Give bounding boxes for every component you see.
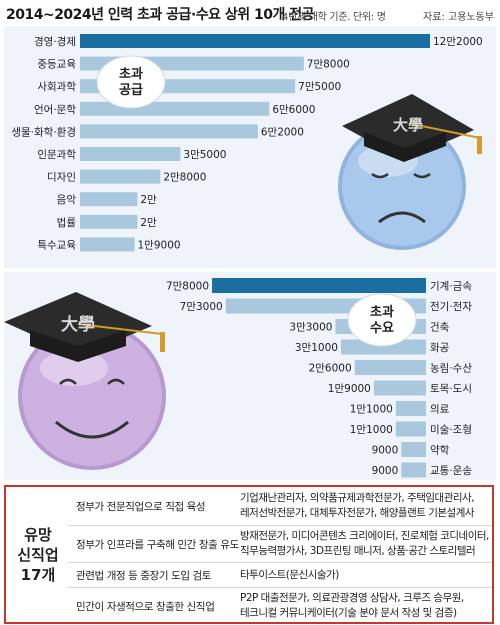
supply-badge-label: 초과 공급 bbox=[119, 67, 143, 98]
source-note: 자료: 고용노동부 bbox=[423, 12, 494, 23]
demand-category-label: 약학 bbox=[430, 445, 450, 457]
jobs-list-line: 방재전문가, 미디어콘텐츠 크리에이터, 진로체험 코디네이터, bbox=[240, 530, 489, 542]
sad-cap-text: 大學 bbox=[393, 116, 423, 134]
supply-bar bbox=[80, 124, 258, 139]
jobs-list: 방재전문가, 미디어콘텐츠 크리에이터, 진로체험 코디네이터, 직무능력평가사,… bbox=[240, 527, 492, 561]
demand-value-label: 1만1000 bbox=[350, 424, 393, 436]
supply-value-label: 7만8000 bbox=[307, 59, 350, 71]
supply-bar bbox=[80, 169, 161, 184]
supply-bar bbox=[80, 214, 138, 229]
jobs-policy: 관련법 개정 등 중장기 도입 검토 bbox=[76, 569, 212, 582]
supply-value-label: 6만6000 bbox=[272, 104, 315, 116]
supply-value-label: 2만 bbox=[140, 194, 157, 206]
supply-category-label: 인문과학 bbox=[37, 149, 76, 161]
chart-subtitle: 4년제 대학 기준. 단위: 명 bbox=[282, 12, 386, 23]
demand-panel: 大學 7만8000 기계·금속 7만3000 전기·전자 3만3000 건축 3만1000 화… bbox=[4, 272, 496, 480]
demand-bar bbox=[401, 442, 426, 457]
happy-face-illustration: 大學 bbox=[4, 292, 166, 470]
supply-value-label: 3만5000 bbox=[183, 149, 226, 161]
supply-category-label: 디자인 bbox=[47, 172, 76, 184]
jobs-grid: 정부가 전문직업으로 직접 육성 기업재난관리자, 의약품규제과학전문가, 주택임… bbox=[68, 487, 492, 624]
jobs-list-line: 기업재난관리자, 의약품규제과학전문가, 주택임대관리사, bbox=[240, 492, 475, 504]
supply-category-label: 경영·경제 bbox=[34, 35, 76, 48]
supply-category-label: 언어·문학 bbox=[34, 104, 76, 116]
demand-bar bbox=[340, 339, 426, 355]
supply-category-label: 생물·화학·환경 bbox=[11, 125, 76, 138]
supply-category-label: 음악 bbox=[57, 194, 77, 206]
jobs-policy: 정부가 전문직업으로 직접 육성 bbox=[76, 500, 206, 513]
demand-category-label: 교통·운송 bbox=[430, 465, 472, 477]
happy-cap-text: 大學 bbox=[61, 314, 95, 335]
demand-badge: 초과 수요 bbox=[347, 293, 417, 347]
demand-bar bbox=[354, 360, 426, 375]
jobs-list: 기업재난관리자, 의약품규제과학전문가, 주택임대관리사, 레저선박전문가, 대체… bbox=[240, 489, 492, 523]
supply-category-label: 중등교육 bbox=[37, 59, 76, 71]
jobs-label: 유망 신직업 17개 bbox=[17, 525, 59, 584]
demand-category-label: 기계·금속 bbox=[430, 281, 472, 293]
demand-value-label: 1만9000 bbox=[328, 383, 371, 395]
supply-category-label: 특수교육 bbox=[37, 239, 76, 251]
demand-category-label: 전기·전자 bbox=[430, 301, 472, 313]
promising-jobs-table: 유망 신직업 17개 정부가 전문직업으로 직접 육성 기업재난관리자, 의약품규… bbox=[4, 485, 494, 624]
jobs-list-line: 직무능력평가사, 3D프린팅 매니저, 상품·공간 스토리텔러 bbox=[240, 545, 476, 557]
supply-value-label: 6만2000 bbox=[261, 126, 304, 138]
demand-value-label: 7만3000 bbox=[180, 301, 223, 313]
jobs-policy: 정부가 인프라를 구축해 민간 창출 유도 bbox=[76, 538, 239, 551]
demand-value-label: 3만3000 bbox=[289, 322, 332, 334]
demand-bar bbox=[395, 421, 426, 437]
jobs-row: 관련법 개정 등 중장기 도입 검토 타투이스트(문신시술가) bbox=[68, 563, 492, 588]
sad-face-illustration: 大學 bbox=[338, 94, 482, 250]
supply-bar bbox=[80, 101, 270, 116]
demand-bar bbox=[401, 462, 426, 478]
jobs-row: 민간이 자생적으로 창출한 신직업 P2P 대출전문가, 의료관광경영 상담사, … bbox=[68, 588, 492, 624]
supply-value-label: 1만9000 bbox=[138, 239, 181, 251]
supply-category-label: 법률 bbox=[57, 217, 77, 229]
demand-bar bbox=[395, 401, 426, 416]
demand-category-label: 의료 bbox=[430, 404, 450, 416]
supply-chart: 大學 경영·경제 12만2000 중등교육 7만8000 사회과학 7만5000 언어·문학… bbox=[11, 34, 483, 252]
jobs-list-line: P2P 대출전문가, 의료관광경영 상담사, 크루즈 승무원, bbox=[240, 592, 464, 604]
supply-value-label: 7만5000 bbox=[298, 81, 341, 93]
supply-panel: 大學 경영·경제 12만2000 중등교육 7만8000 사회과학 7만5000 언어·문학… bbox=[4, 26, 496, 268]
demand-value-label: 7만8000 bbox=[166, 281, 209, 293]
supply-category-label: 사회과학 bbox=[37, 81, 76, 93]
supply-bar bbox=[80, 147, 181, 161]
jobs-list-line: 테크니컬 커뮤니케이터(기술 분야 문서 작성 및 검증) bbox=[240, 607, 457, 619]
demand-value-label: 1만1000 bbox=[350, 404, 393, 416]
demand-category-label: 미술·조형 bbox=[430, 424, 472, 436]
supply-bar bbox=[80, 237, 135, 252]
demand-value-label: 2만6000 bbox=[309, 363, 352, 375]
demand-value-label: 9000 bbox=[372, 465, 399, 477]
demand-chart: 大學 7만8000 기계·금속 7만3000 전기·전자 3만3000 건축 3만1000 화… bbox=[4, 278, 472, 478]
demand-value-label: 3만1000 bbox=[295, 342, 338, 354]
supply-value-label: 2만 bbox=[140, 217, 157, 229]
jobs-list: 타투이스트(문신시술가) bbox=[240, 566, 492, 585]
chart-title: 2014~2024년 인력 초과 공급·수요 상위 10개 전공 bbox=[6, 7, 315, 23]
demand-category-label: 토목·도시 bbox=[430, 383, 472, 395]
jobs-policy: 민간이 자생적으로 창출한 신직업 bbox=[76, 600, 215, 613]
supply-value-label: 2만8000 bbox=[163, 172, 206, 184]
supply-bar bbox=[80, 34, 430, 48]
supply-value-label: 12만2000 bbox=[433, 36, 483, 48]
demand-bar bbox=[212, 278, 426, 293]
jobs-list-line: 타투이스트(문신시술가) bbox=[240, 568, 339, 581]
demand-category-label: 건축 bbox=[430, 322, 450, 334]
jobs-list: P2P 대출전문가, 의료관광경영 상담사, 크루즈 승무원, 테크니컬 커뮤니케… bbox=[240, 589, 492, 623]
demand-category-label: 화공 bbox=[430, 342, 450, 354]
demand-value-label: 9000 bbox=[372, 445, 399, 457]
supply-bar bbox=[80, 192, 138, 207]
jobs-list-line: 레저선박전문가, 대체투자전문가, 해양플랜트 기본설계사 bbox=[240, 507, 475, 519]
demand-bar bbox=[373, 380, 426, 396]
demand-category-label: 농림·수산 bbox=[430, 363, 472, 375]
demand-badge-label: 초과 수요 bbox=[370, 305, 394, 336]
jobs-row: 정부가 전문직업으로 직접 육성 기업재난관리자, 의약품규제과학전문가, 주택임… bbox=[68, 487, 492, 526]
jobs-row: 정부가 인프라를 구축해 민간 창출 유도 방재전문가, 미디어콘텐츠 크리에이터… bbox=[68, 526, 492, 563]
supply-badge: 초과 공급 bbox=[96, 55, 166, 109]
